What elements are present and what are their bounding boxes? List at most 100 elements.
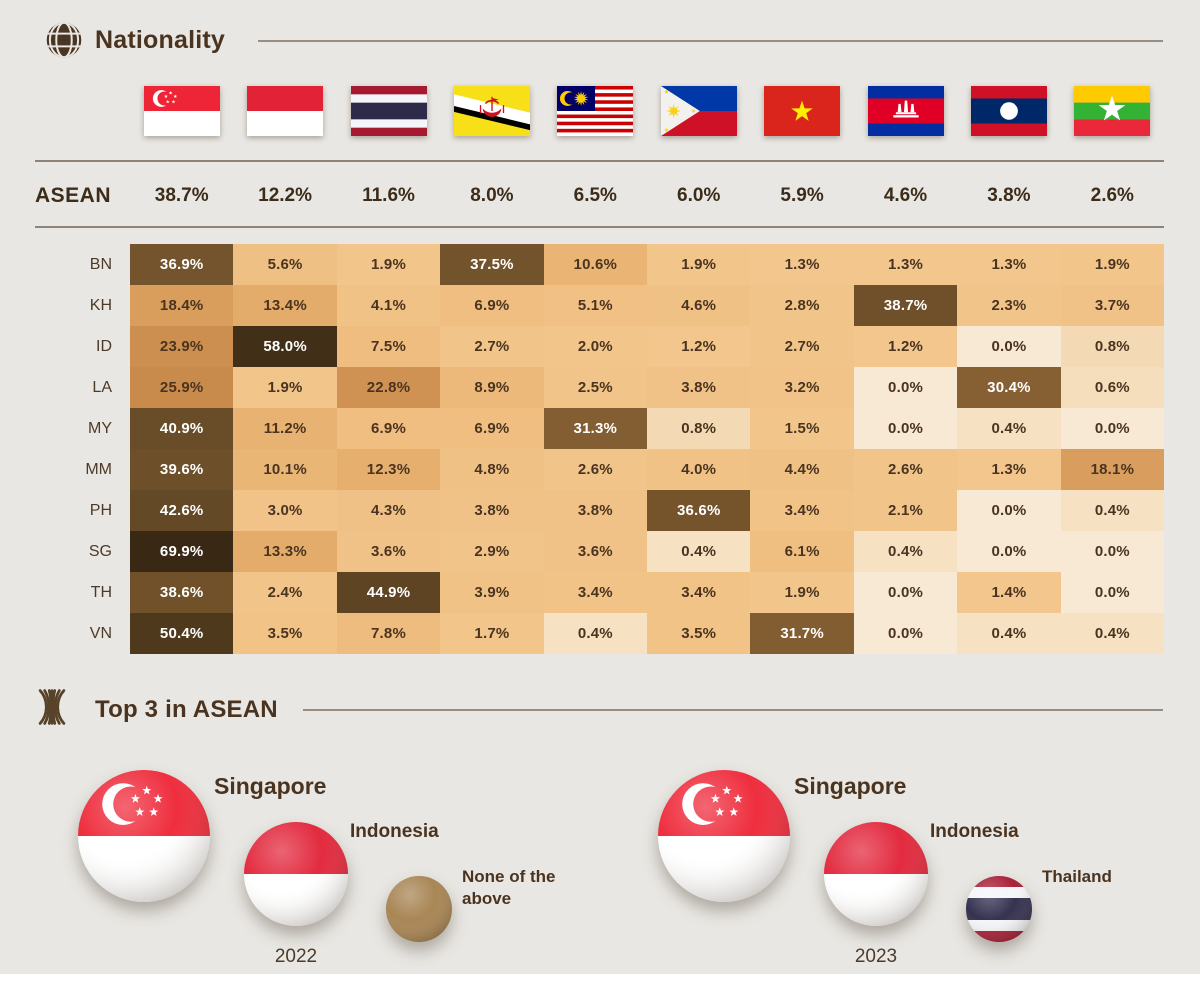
cell-BN-vn: 1.3%: [750, 244, 854, 285]
circle-flag-sg-rank-1: [658, 770, 790, 902]
cell-KH-sg: 18.4%: [130, 285, 234, 326]
cell-ID-vn: 2.7%: [750, 326, 854, 367]
flag-malaysia: [557, 86, 634, 136]
heatmap-row-MM: MM 39.6% 10.1% 12.3% 4.8% 2.6% 4.0% 4.4% 2.6% 1.3…: [0, 449, 1165, 490]
flag-brunei: [453, 86, 530, 136]
cell-PH-my: 3.8%: [543, 490, 648, 531]
asean-row-label: ASEAN: [35, 184, 112, 207]
cell-MY-id: 11.2%: [233, 408, 337, 449]
cell-MM-sg: 39.6%: [130, 449, 234, 490]
cell-VN-bn: 1.7%: [440, 613, 544, 654]
cell-KH-id: 13.4%: [233, 285, 337, 326]
cell-KH-bn: 6.9%: [440, 285, 544, 326]
cell-MM-mm: 18.1%: [1060, 449, 1165, 490]
row-label-PH: PH: [89, 502, 112, 519]
top3-label-2022-rank-3: None of the above: [462, 867, 556, 909]
asean-share-id: 12.2%: [258, 185, 313, 206]
cell-ID-mm: 0.8%: [1060, 326, 1165, 367]
cell-MY-ph: 0.8%: [647, 408, 751, 449]
cell-PH-ph: 36.6%: [647, 490, 751, 531]
cell-TH-id: 2.4%: [233, 572, 337, 613]
cell-MM-ph: 4.0%: [647, 449, 751, 490]
circle-flag-sg-rank-1: [78, 770, 210, 902]
cell-MM-my: 2.6%: [543, 449, 648, 490]
flag-vietnam: [764, 86, 841, 136]
cell-MY-bn: 6.9%: [440, 408, 544, 449]
heatmap-row-LA: LA 25.9% 1.9% 22.8% 8.9% 2.5% 3.8% 3.2% 0.0% 30.4…: [0, 367, 1165, 408]
cell-LA-th: 22.8%: [336, 367, 441, 408]
cell-BN-mm: 1.9%: [1060, 244, 1165, 285]
cell-ID-th: 7.5%: [336, 326, 441, 367]
cell-VN-mm: 0.4%: [1060, 613, 1165, 654]
cell-SG-kh: 0.4%: [853, 531, 958, 572]
cell-BN-id: 5.6%: [233, 244, 337, 285]
cell-MY-la: 0.4%: [957, 408, 1061, 449]
globe-icon: [44, 20, 84, 60]
cell-SG-mm: 0.0%: [1060, 531, 1165, 572]
cell-MY-sg: 40.9%: [130, 408, 234, 449]
row-label-VN: VN: [89, 625, 112, 642]
cell-TH-my: 3.4%: [543, 572, 648, 613]
cell-ID-sg: 23.9%: [130, 326, 234, 367]
cell-TH-th: 44.9%: [336, 572, 441, 613]
top3-label-2022-rank-1: Singapore: [214, 773, 327, 799]
asean-share-th: 11.6%: [362, 185, 415, 206]
cell-LA-sg: 25.9%: [130, 367, 234, 408]
top3-title: Top 3 in ASEAN: [95, 696, 278, 723]
heatmap-row-MY: MY 40.9% 11.2% 6.9% 6.9% 31.3% 0.8% 1.5% 0.0% 0.4…: [0, 408, 1165, 449]
circle-flag-none-of-the-above-rank-3: [386, 876, 452, 942]
cell-PH-sg: 42.6%: [130, 490, 234, 531]
cell-ID-my: 2.0%: [543, 326, 648, 367]
flag-philippines: [660, 86, 737, 136]
asean-share-bn: 8.0%: [470, 185, 514, 206]
asean-sheaf-icon: [31, 687, 73, 727]
top3-label-2023-rank-1: Singapore: [794, 773, 907, 799]
cell-MM-th: 12.3%: [336, 449, 441, 490]
cell-MY-kh: 0.0%: [853, 408, 958, 449]
asean-share-la: 3.8%: [987, 185, 1031, 206]
cell-VN-kh: 0.0%: [853, 613, 958, 654]
cell-MY-th: 6.9%: [336, 408, 441, 449]
row-label-MY: MY: [88, 420, 112, 437]
cell-BN-kh: 1.3%: [853, 244, 958, 285]
cell-BN-ph: 1.9%: [647, 244, 751, 285]
row-label-ID: ID: [96, 338, 112, 355]
cell-VN-la: 0.4%: [957, 613, 1061, 654]
cell-KH-th: 4.1%: [336, 285, 441, 326]
cell-VN-my: 0.4%: [543, 613, 648, 654]
cell-TH-sg: 38.6%: [130, 572, 234, 613]
flag-myanmar: [1074, 86, 1151, 136]
cell-LA-my: 2.5%: [543, 367, 648, 408]
heatmap-row-ID: ID 23.9% 58.0% 7.5% 2.7% 2.0% 1.2% 2.7% 1.2% 0.0%…: [0, 326, 1165, 367]
heatmap-row-SG: SG 69.9% 13.3% 3.6% 2.9% 3.6% 0.4% 6.1% 0.4% 0.0%…: [0, 531, 1165, 572]
cell-TH-kh: 0.0%: [853, 572, 958, 613]
cell-KH-mm: 3.7%: [1060, 285, 1165, 326]
asean-share-kh: 4.6%: [883, 185, 928, 206]
cell-TH-ph: 3.4%: [647, 572, 751, 613]
bottom-margin: [0, 974, 1200, 991]
cell-LA-mm: 0.6%: [1060, 367, 1165, 408]
cell-TH-vn: 1.9%: [750, 572, 854, 613]
cell-TH-la: 1.4%: [957, 572, 1061, 613]
cell-PH-id: 3.0%: [233, 490, 337, 531]
flags-row: [0, 86, 1164, 136]
top3-group-2023: Singapore Indonesia Thailand 2023: [658, 770, 1178, 985]
cell-PH-th: 4.3%: [336, 490, 441, 531]
cell-MY-mm: 0.0%: [1060, 408, 1165, 449]
nationality-heatmap: BN 36.9% 5.6% 1.9% 37.5% 10.6% 1.9% 1.3% 1.3% 1.3…: [0, 244, 1165, 654]
cell-BN-bn: 37.5%: [440, 244, 544, 285]
cell-VN-sg: 50.4%: [130, 613, 234, 654]
top3-title-rule: [303, 709, 1163, 711]
top3-group-2022: Singapore Indonesia None of the above 2022: [78, 770, 598, 985]
row-label-MM: MM: [85, 461, 112, 478]
cell-SG-my: 3.6%: [543, 531, 648, 572]
row-label-TH: TH: [90, 584, 112, 601]
cell-VN-id: 3.5%: [233, 613, 337, 654]
cell-KH-kh: 38.7%: [853, 285, 958, 326]
cell-BN-my: 10.6%: [543, 244, 648, 285]
cell-KH-ph: 4.6%: [647, 285, 751, 326]
cell-BN-sg: 36.9%: [130, 244, 234, 285]
asean-share-sg: 38.7%: [154, 185, 209, 206]
circle-flag-th-rank-3: [966, 876, 1032, 942]
